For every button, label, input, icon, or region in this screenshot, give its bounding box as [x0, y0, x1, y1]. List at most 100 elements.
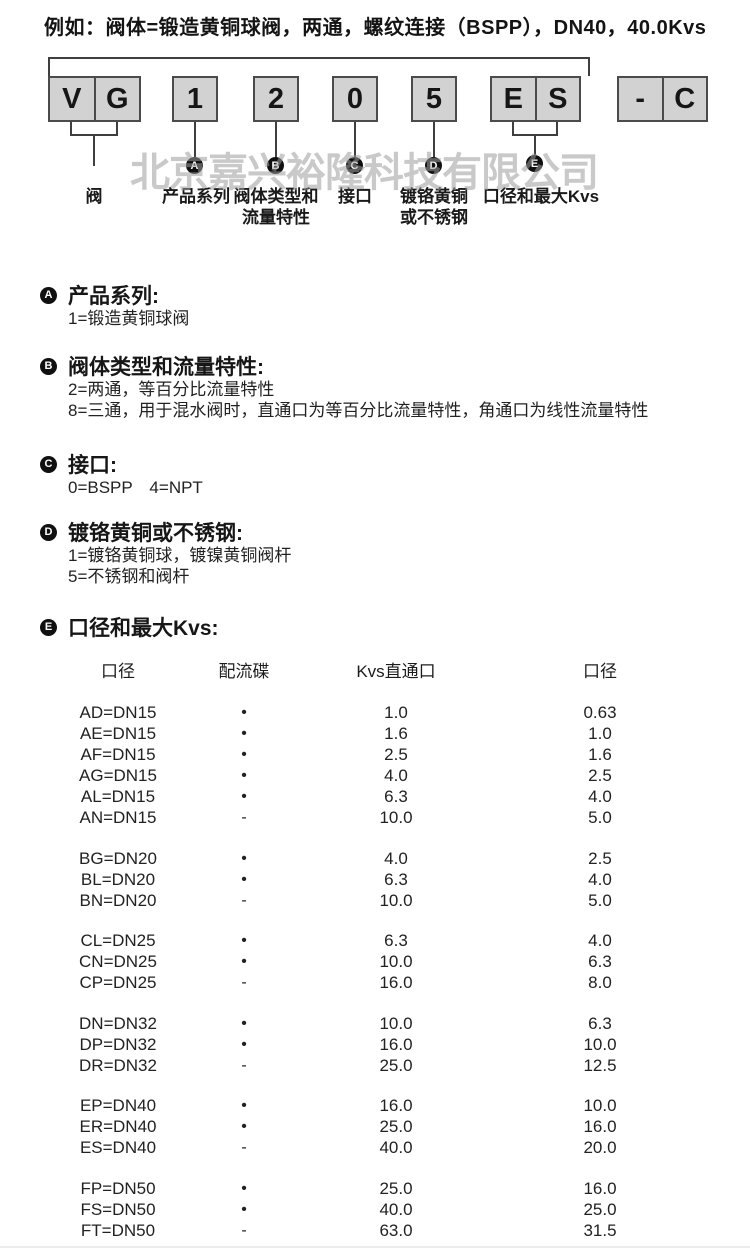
table-cell: AD=DN15 [79, 703, 157, 722]
table-row: BL=DN20 • 6.3 4.0 [0, 869, 750, 890]
table-cell: 16.0 [379, 1096, 413, 1115]
table-cell: CP=DN25 [79, 973, 157, 992]
table-cell: 10.0 [379, 808, 413, 827]
table-body: AD=DN15 • 1.0 0.63 AE=DN15 • 1.6 1.0 AF=DN15 • 2.5… [0, 702, 750, 1250]
callout-label-body-type-2: 流量特性 [242, 208, 310, 227]
table-cell: AG=DN15 [79, 766, 157, 785]
table-cell: 63.0 [379, 1220, 413, 1240]
table-cell: 4.0 [588, 931, 612, 950]
table-cell: DP=DN32 [79, 1034, 157, 1054]
table-cell: AN=DN15 [79, 808, 157, 827]
table-header-flow-disc: 配流碟 [218, 662, 270, 681]
flow-disc-mark: • [241, 953, 247, 970]
table-row: BN=DN20 - 10.0 5.0 [0, 890, 750, 911]
table-row: AE=DN15 • 1.6 1.0 [0, 723, 750, 744]
table-cell: 6.3 [384, 787, 408, 806]
section-line: 5=不锈钢和阀杆 [68, 567, 190, 586]
valve-bracket-line [70, 122, 118, 136]
code-box-valve: V G [48, 76, 141, 122]
table-cell: 10.0 [583, 1034, 617, 1054]
table-cell: AE=DN15 [79, 724, 157, 743]
flow-disc-mark: • [241, 1118, 247, 1135]
flow-disc-mark: - [241, 1056, 247, 1074]
table-header-row: 口径 配流碟 Kvs直通口 口径 [0, 661, 750, 682]
size-stem-line [534, 136, 536, 155]
circled-letter-c: C [40, 455, 57, 473]
table-cell: AL=DN15 [80, 787, 156, 806]
table-group: BG=DN20 • 4.0 2.5 BL=DN20 • 6.3 4.0 BN=DN20-10.0… [0, 848, 750, 911]
table-row: AN=DN15 - 10.0 5.0 [0, 807, 750, 828]
callout-label-material: 镀铬黄铜 [400, 187, 468, 206]
table-cell: 6.3 [384, 931, 408, 950]
table-cell: 31.5 [583, 1220, 617, 1240]
table-cell: DN=DN32 [79, 1013, 157, 1033]
section-connection: C 接口: 0=BSPP 4=NPT [40, 452, 720, 498]
table-row: ES=DN40 - 40.0 20.0 [0, 1137, 750, 1158]
circled-letter-a: A [40, 286, 57, 304]
flow-disc-mark: - [241, 809, 247, 826]
table-cell: 4.0 [384, 848, 408, 868]
table-row: CN=DN25 • 10.0 6.3 [0, 951, 750, 972]
table-cell: 40.0 [379, 1138, 413, 1157]
table-row: AF=DN15 • 2.5 1.6 [0, 744, 750, 765]
flow-disc-mark: • [241, 746, 247, 763]
section-title: 接口: [68, 454, 117, 477]
circled-letter-a: A [186, 157, 203, 174]
table-cell: 10.0 [379, 1013, 413, 1033]
table-row: DR=DN32 - 25.0 12.5 [0, 1055, 750, 1076]
circled-letter-e: E [40, 618, 57, 636]
table-row: FT=DN50 - 63.0 31.5 [0, 1220, 750, 1241]
bottom-divider [0, 1246, 750, 1248]
material-stem-line [433, 122, 435, 157]
top-bracket-line [48, 57, 590, 76]
table-cell: CN=DN25 [79, 952, 157, 971]
callout-label-valve: 阀 [85, 187, 103, 206]
code-box-suffix: - C [617, 76, 708, 122]
table-group: FP=DN50 • 25.0 16.0 FS=DN50 • 40.0 25.0 FT=DN50-… [0, 1178, 750, 1241]
circled-letter-c: C [346, 157, 363, 174]
table-cell: BN=DN20 [79, 890, 157, 910]
connection-stem-line [354, 122, 356, 157]
table-cell: 10.0 [379, 890, 413, 910]
flow-disc-mark: • [241, 849, 247, 867]
code-box-series: 1 [172, 76, 218, 122]
table-row: DP=DN32 • 16.0 10.0 [0, 1034, 750, 1055]
flow-disc-mark: - [241, 1139, 247, 1156]
flow-disc-mark: • [241, 788, 247, 805]
table-cell: 1.0 [384, 703, 408, 722]
table-cell: EP=DN40 [79, 1096, 157, 1115]
flow-disc-mark: • [241, 767, 247, 784]
table-cell: 16.0 [583, 1178, 617, 1198]
table-cell: 1.6 [588, 745, 612, 764]
valve-stem-line [93, 136, 95, 166]
table-cell: FP=DN50 [80, 1178, 156, 1198]
callout-label-connection: 接口 [338, 187, 372, 206]
code-box-size-kvs: E S [490, 76, 581, 122]
table-cell: 2.5 [384, 745, 408, 764]
circled-letter-e: E [526, 155, 543, 172]
table-cell: 1.6 [384, 724, 408, 743]
table-cell: ES=DN40 [79, 1138, 157, 1157]
table-row: DN=DN32 • 10.0 6.3 [0, 1013, 750, 1034]
series-stem-line [194, 122, 196, 157]
table-row: AG=DN15 • 4.0 2.5 [0, 765, 750, 786]
code-cell: C [661, 78, 707, 120]
callout-label-material-2: 或不锈钢 [400, 208, 468, 227]
table-row: BG=DN20 • 4.0 2.5 [0, 848, 750, 869]
table-cell: 8.0 [588, 973, 612, 992]
table-row: FS=DN50 • 40.0 25.0 [0, 1199, 750, 1220]
callout-label-body-type: 阀体类型和 [233, 187, 319, 206]
code-cell: 1 [186, 82, 204, 115]
table-cell: AF=DN15 [80, 745, 156, 764]
table-row: CL=DN25 • 6.3 4.0 [0, 930, 750, 951]
table-group: AD=DN15 • 1.0 0.63 AE=DN15 • 1.6 1.0 AF=DN15 • 2.5… [0, 702, 750, 828]
callout-label-size-kvs: 口径和最大Kvs [482, 187, 600, 206]
section-title: 产品系列: [68, 285, 159, 308]
table-cell: FS=DN50 [80, 1199, 156, 1219]
code-cell: S [534, 78, 580, 120]
code-cell: V [62, 82, 82, 115]
section-line: 1=锻造黄铜球阀 [68, 309, 190, 328]
table-cell: FT=DN50 [80, 1220, 156, 1240]
circled-letter-d: D [425, 157, 442, 174]
